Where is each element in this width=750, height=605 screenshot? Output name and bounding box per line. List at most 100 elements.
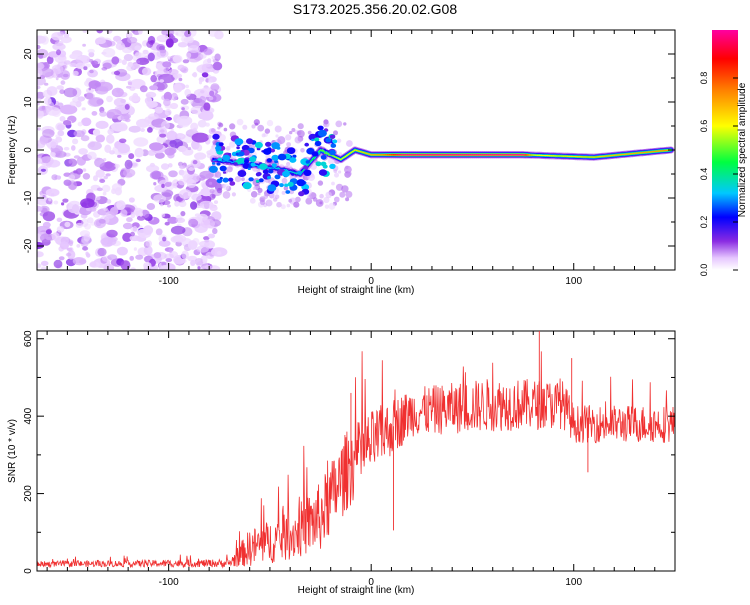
spectrogram-noise-blob	[213, 62, 222, 71]
spectrogram-noise-blob	[178, 146, 187, 152]
spectrogram-noise-blob	[190, 201, 197, 210]
spectrogram-noise-blob	[91, 61, 98, 66]
spectrogram-signal-blob	[238, 170, 247, 177]
spectrogram-noise-blob	[250, 198, 256, 204]
spectrogram-noise-blob	[34, 263, 41, 268]
spectrogram-noise-blob	[67, 159, 77, 167]
spectrogram-noise-blob	[178, 118, 190, 127]
spectrogram-signal-blob	[304, 170, 312, 176]
spectrogram-noise-blob	[40, 233, 52, 242]
spectrogram-noise-blob	[121, 114, 130, 121]
spectrogram-noise-blob	[161, 213, 165, 217]
spectrogram-noise-blob	[71, 145, 76, 151]
colorbar-tick-label: 0.2	[699, 216, 709, 229]
spectrogram-noise-blob	[199, 177, 205, 180]
spectrogram-noise-blob	[37, 127, 40, 130]
spectrogram-noise-blob	[286, 142, 291, 147]
figure-title: S173.2025.356.20.02.G08	[0, 1, 750, 17]
spectrogram-noise-blob	[63, 74, 69, 78]
spectrogram-noise-blob	[52, 108, 61, 117]
spectrogram-noise-blob	[83, 173, 90, 180]
spectrogram-noise-blob	[200, 111, 214, 121]
spectrogram-noise-blob	[76, 244, 80, 248]
spectrogram-noise-blob	[59, 256, 65, 260]
spectrogram-noise-blob	[41, 266, 46, 272]
spectrogram-noise-blob	[143, 50, 149, 55]
spectrogram-noise-blob	[82, 107, 86, 110]
spectrogram-signal-blob	[331, 144, 337, 148]
spectrogram-noise-blob	[335, 121, 342, 128]
spectrogram-signal-blob	[212, 134, 219, 140]
spectrogram-noise-blob	[147, 150, 156, 156]
spectrogram-noise-blob	[204, 239, 209, 242]
spectrogram-signal-blob	[329, 150, 336, 155]
spectrogram-noise-blob	[208, 78, 213, 83]
spectrogram-noise-blob	[63, 120, 71, 125]
spectrogram-noise-blob	[53, 201, 58, 205]
spectrogram-noise-blob	[188, 167, 194, 171]
spectrogram-noise-blob	[237, 119, 244, 126]
spectrogram-noise-blob	[179, 165, 186, 169]
spectrogram-noise-blob	[235, 176, 241, 182]
spectrogram-signal-blob	[209, 166, 218, 173]
spectrogram-signal-blob	[223, 178, 229, 183]
y-tick-label: 200	[23, 485, 34, 502]
spectrogram-noise-blob	[116, 42, 125, 50]
spectrogram-noise-blob	[163, 99, 171, 107]
spectrogram-noise-blob	[81, 118, 91, 127]
spectrogram-noise-blob	[131, 29, 135, 33]
spectrogram-noise-blob	[173, 55, 183, 63]
spectrogram-noise-blob	[93, 129, 100, 136]
colorbar-tick-label: 0.6	[699, 120, 709, 133]
spectrogram-noise-blob	[198, 120, 207, 128]
spectrogram-noise-blob	[186, 36, 194, 43]
spectrogram-signal-blob	[271, 155, 279, 161]
spectrogram-noise-blob	[46, 189, 60, 197]
spectrogram-signal-blob	[236, 146, 240, 149]
spectrogram-signal-blob	[243, 182, 252, 189]
spectrogram-noise-blob	[178, 179, 186, 186]
spectrogram-signal-blob	[272, 163, 277, 167]
spectrogram-noise-blob	[112, 183, 122, 191]
spectrogram-noise-blob	[102, 185, 111, 192]
spectrogram-noise-blob	[83, 168, 87, 171]
spectrogram-noise-blob	[207, 58, 211, 63]
spectrogram-noise-blob	[148, 53, 155, 62]
spectrogram-noise-blob	[168, 170, 178, 177]
spectrogram-noise-blob	[89, 97, 104, 106]
spectrogram-noise-blob	[99, 179, 105, 183]
spectrogram-noise-blob	[212, 228, 217, 234]
spectrogram-noise-blob	[288, 199, 292, 203]
spectrogram-noise-blob	[219, 134, 226, 141]
spectrogram-noise-blob	[36, 102, 40, 105]
spectrogram-noise-blob	[176, 218, 186, 223]
spectrogram-noise-blob	[181, 251, 189, 260]
spectrogram-noise-blob	[86, 253, 90, 258]
spectrogram-noise-blob	[325, 192, 332, 199]
spectrogram-noise-blob	[214, 54, 220, 61]
spectrogram-signal-blob	[229, 181, 235, 186]
spectrogram-noise-blob	[167, 205, 171, 208]
spectrogram-noise-blob	[173, 84, 182, 93]
spectrogram-noise-blob	[106, 96, 113, 102]
spectrogram-signal-blob	[282, 171, 290, 177]
spectrogram-noise-blob	[107, 254, 117, 260]
spectrogram-noise-blob	[90, 207, 97, 212]
spectrogram-noise-blob	[155, 107, 163, 114]
spectrogram-noise-blob	[251, 191, 258, 198]
spectrogram-noise-blob	[116, 200, 125, 210]
spectrogram-noise-blob	[66, 253, 72, 257]
spectrogram-signal-blob	[268, 184, 277, 191]
spectrogram-noise-blob	[128, 153, 134, 159]
spectrogram-signal-blob	[263, 148, 271, 155]
spectrogram-noise-blob	[260, 200, 265, 205]
spectrogram-noise-blob	[262, 133, 266, 137]
spectrogram-noise-blob	[111, 122, 127, 132]
spectrogram-noise-blob	[214, 30, 224, 39]
spectrogram-signal-blob	[321, 155, 327, 160]
spectrogram-noise-blob	[165, 222, 170, 226]
y-tick-label: 10	[23, 96, 34, 108]
spectrogram-noise-blob	[295, 136, 302, 143]
spectrogram-noise-blob	[120, 209, 127, 216]
